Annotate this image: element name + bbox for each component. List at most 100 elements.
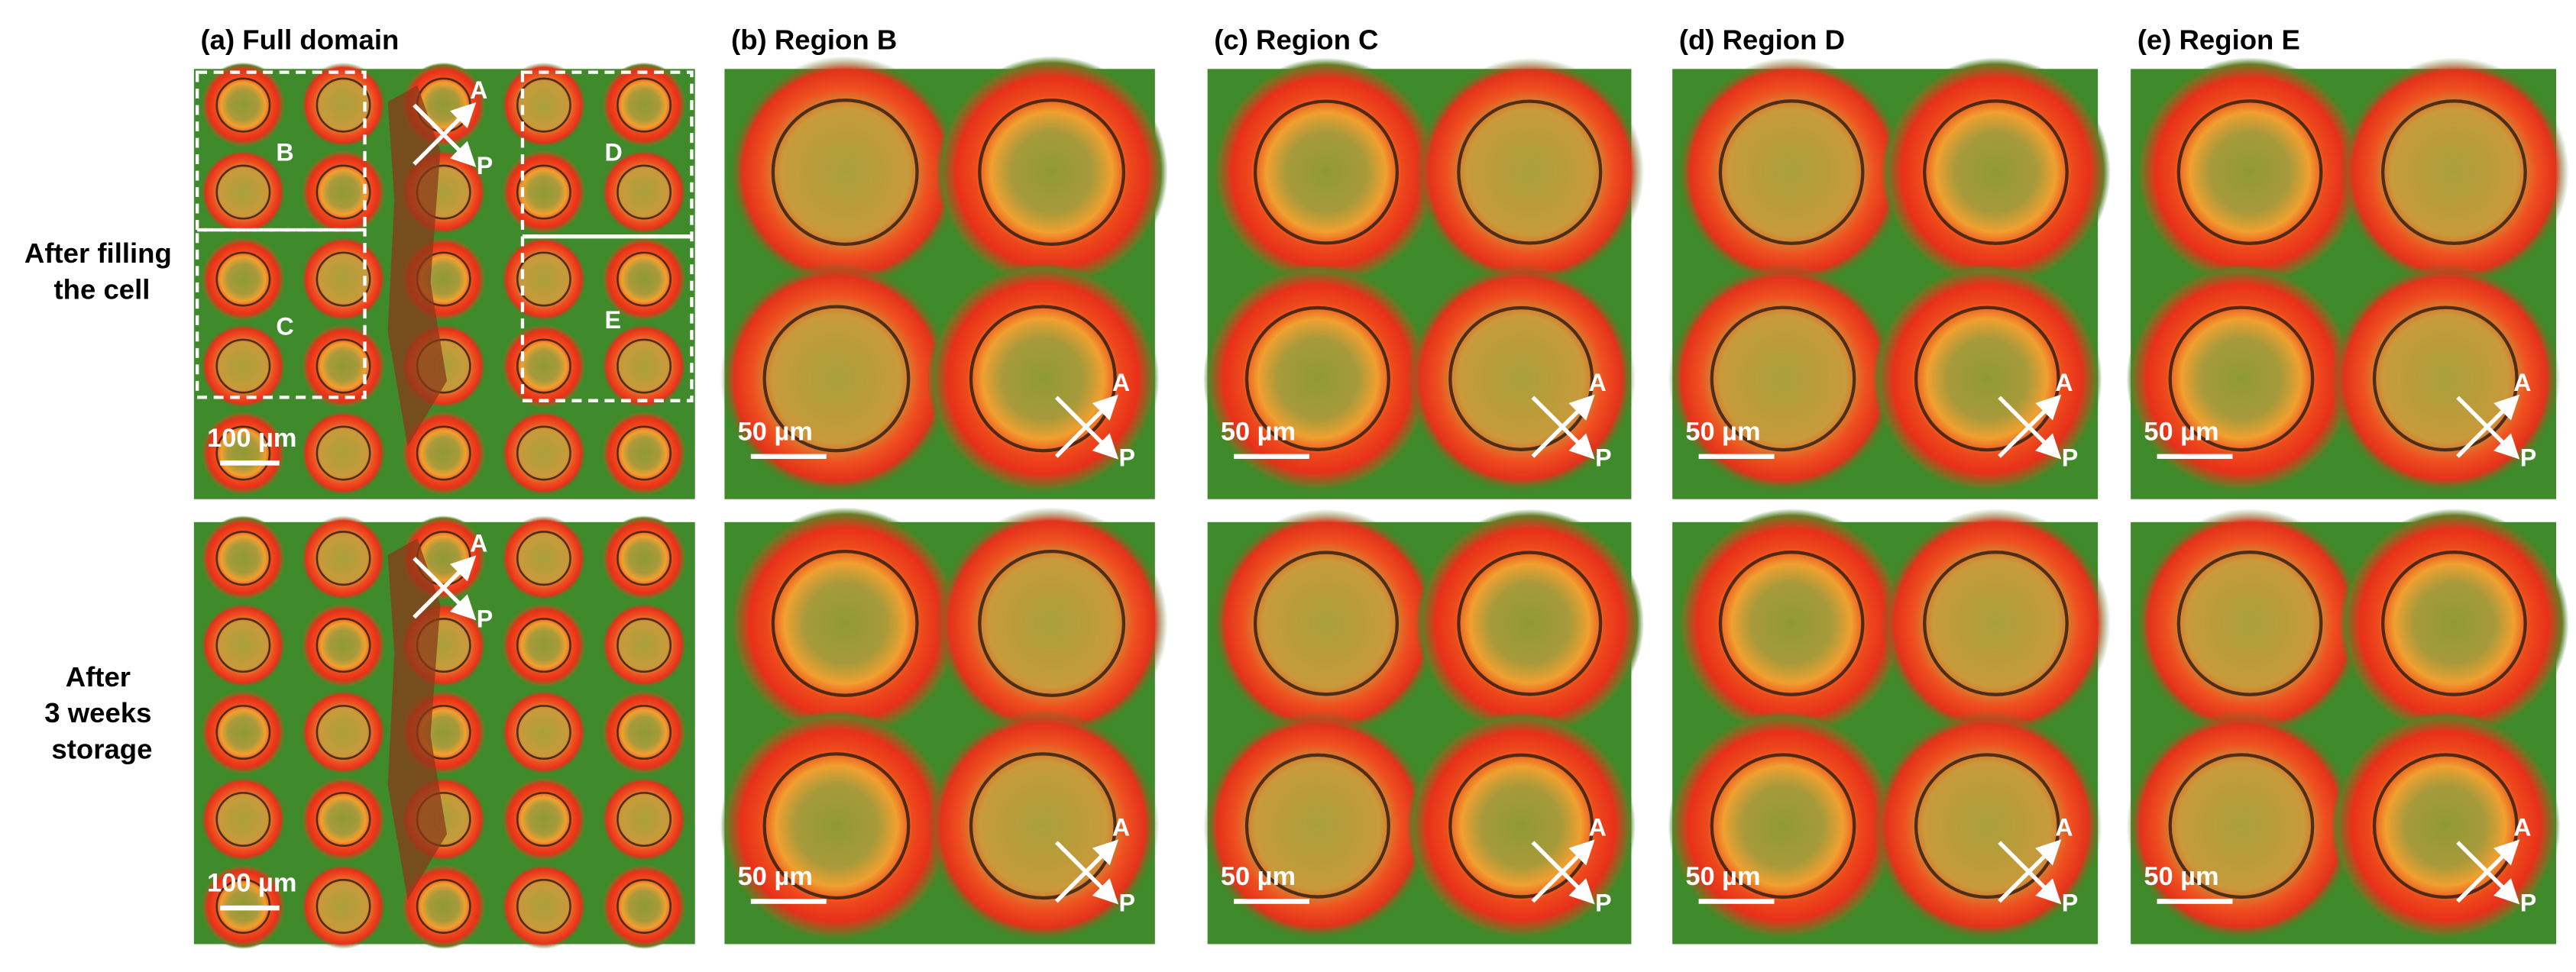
droplet [200, 323, 286, 409]
analyzer-label: A [2055, 369, 2073, 396]
scale-bar-label: 50 µm [738, 417, 813, 446]
droplet-rim [1253, 551, 1399, 696]
droplet [400, 410, 487, 496]
droplet [400, 864, 487, 949]
droplet-rim [516, 792, 571, 847]
polarizer-label: P [1119, 444, 1136, 472]
droplet [200, 149, 286, 235]
polarizer-arrow [1998, 841, 2062, 905]
droplet-rim [616, 792, 672, 847]
droplet-rim [215, 531, 271, 586]
droplet [300, 689, 387, 775]
analyzer-label: A [1112, 369, 1130, 396]
droplet [729, 56, 962, 289]
droplet [200, 410, 286, 496]
droplet-rim [978, 549, 1126, 697]
micrograph [193, 62, 695, 499]
droplet [1881, 509, 2111, 738]
micrograph [2126, 57, 2569, 499]
droplet-rim [316, 879, 371, 934]
droplet-rim [1244, 753, 1390, 899]
droplet [1676, 57, 1907, 287]
panel-title: (c) Region C [1214, 24, 1378, 56]
row-label-line: After [66, 661, 131, 693]
droplet-rim [771, 98, 919, 246]
droplet [935, 56, 1168, 289]
polarizer-label: P [477, 605, 494, 632]
droplet [2126, 711, 2357, 941]
droplet-rim [616, 164, 672, 220]
droplet-rim [762, 752, 911, 900]
polarizer-label: P [2520, 889, 2537, 916]
droplet [500, 777, 587, 862]
droplet-rim [2176, 551, 2323, 696]
droplet [601, 236, 687, 322]
droplet-rim [316, 425, 371, 481]
droplet-rim [771, 549, 919, 697]
droplet [200, 689, 286, 775]
analyzer-label: A [1589, 814, 1607, 841]
droplet [1881, 57, 2111, 287]
droplet [1203, 264, 1432, 493]
droplet [500, 515, 587, 602]
droplet-rim [1253, 99, 1399, 245]
droplet-rim [215, 338, 271, 394]
polarizer-arrow [1998, 396, 2062, 460]
region-box [196, 70, 367, 232]
droplet [1415, 509, 1645, 738]
micrograph [1668, 57, 2111, 499]
droplet-rim [516, 531, 571, 586]
polarizer-label: P [2062, 444, 2079, 472]
region-box [196, 228, 367, 399]
droplet-rim [316, 705, 371, 760]
droplet [720, 709, 953, 942]
droplet [500, 410, 587, 496]
row-label-line: After filling [24, 237, 172, 269]
droplet [2339, 57, 2569, 287]
droplet [300, 864, 387, 949]
droplet-rim [2168, 753, 2315, 899]
droplet-rim [2381, 99, 2527, 245]
polarizer-arrow [413, 557, 477, 621]
analyzer-label: A [2513, 369, 2531, 396]
droplet [601, 62, 687, 148]
panel-title: (e) Region E [2137, 24, 2300, 56]
droplet [1212, 57, 1441, 287]
analyzer-label: A [1112, 814, 1130, 841]
droplet [300, 236, 387, 322]
droplet-rim [2372, 753, 2519, 899]
droplet-rim [215, 164, 271, 220]
droplet [935, 507, 1168, 740]
row-label-line: the cell [53, 273, 150, 305]
polarizer-label: P [1119, 889, 1136, 916]
droplet-rim [516, 338, 571, 394]
polarizer-arrow [1054, 396, 1119, 460]
droplet [601, 410, 687, 496]
region-label: B [276, 139, 293, 166]
droplet-rim [1923, 551, 2069, 696]
droplet [300, 62, 387, 148]
polarizer-arrow [2456, 396, 2520, 460]
droplet-rim [1448, 305, 1594, 451]
droplet [1415, 57, 1645, 287]
droplet [601, 689, 687, 775]
panel-title: (a) Full domain [200, 24, 399, 56]
row-label-line: storage [51, 733, 152, 764]
droplet-rim [1914, 753, 2060, 899]
scale-bar-label: 50 µm [1685, 417, 1760, 446]
droplet-rim [215, 251, 271, 307]
droplet [2134, 57, 2365, 287]
analyzer-label: A [470, 530, 487, 557]
droplet-rim [1718, 551, 1865, 696]
droplet [500, 62, 587, 148]
scale-bar-label: 50 µm [2144, 862, 2218, 891]
droplet [300, 149, 387, 235]
droplet-rim [416, 425, 471, 481]
droplet-rim [2372, 305, 2519, 452]
droplet [601, 149, 687, 235]
droplet-rim [616, 338, 672, 394]
analyzer-label: A [2513, 814, 2531, 841]
scale-bar-label: 100 µm [207, 869, 296, 898]
scale-bar-label: 50 µm [1221, 417, 1296, 446]
droplet-rim [516, 879, 571, 934]
